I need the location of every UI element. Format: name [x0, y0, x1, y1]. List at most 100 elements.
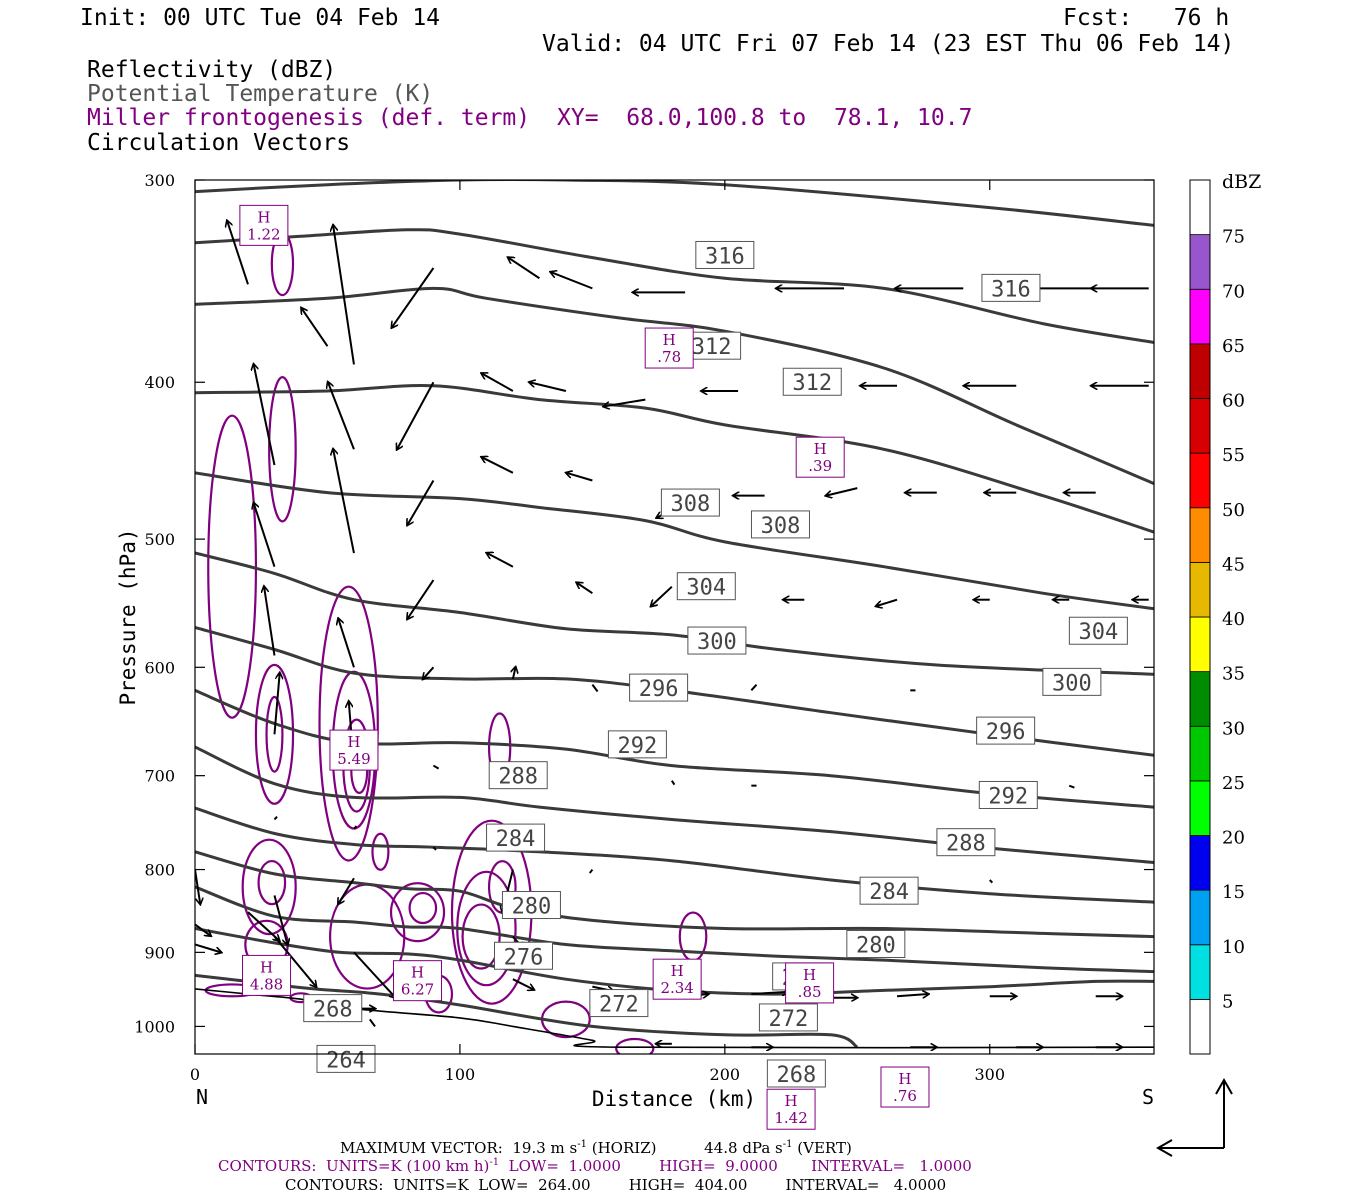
theta-label-box: [488, 761, 548, 790]
y-axis-title: Pressure (hPa): [116, 528, 140, 705]
colorbar-segment: [1189, 234, 1211, 290]
colorbar-label: 75: [1222, 227, 1245, 248]
frontogenesis-max-value: 5.49: [337, 750, 370, 768]
frontogenesis-max-value: .85: [798, 983, 822, 1001]
theta-label-box: [501, 891, 561, 920]
x-tick-label: 0: [190, 1065, 200, 1084]
circulation-vector: [328, 382, 355, 450]
frontogenesis-contour: [615, 1037, 655, 1054]
x-axis-title: Distance (km): [592, 1087, 756, 1111]
theta-label: 316: [991, 277, 1031, 302]
frontogenesis-max-box: [652, 958, 702, 1000]
theta-label: 264: [326, 1048, 366, 1073]
theta-contour-316: [195, 180, 1154, 227]
theta-label-box: [607, 730, 667, 759]
frontogenesis-contour: [318, 585, 379, 862]
theta-label: 296: [986, 720, 1026, 745]
theta-label: 292: [988, 784, 1028, 809]
circulation-vector: [333, 449, 355, 554]
frontogenesis-max-marker: H: [347, 733, 360, 751]
frontogenesis-max-marker: H: [814, 440, 827, 458]
colorbar-segment: [1189, 725, 1211, 782]
frontogenesis-max-marker: H: [257, 208, 270, 226]
theta-contour-304: [195, 384, 1154, 534]
legend-frontogenesis: Miller frontogenesis (def. term): [87, 105, 531, 131]
circulation-vector: [551, 272, 593, 290]
frontogenesis-max-value: 4.88: [250, 975, 283, 993]
theta-label: 284: [496, 827, 536, 852]
colorbar-segment: [1189, 889, 1211, 946]
circulation-vector: [353, 825, 358, 830]
circulation-vector: [432, 764, 440, 770]
theta-label-box: [316, 1044, 376, 1073]
y-tick-label: 800: [144, 861, 175, 880]
frontogenesis-max-value: 2.34: [660, 979, 693, 997]
frontogenesis-contour-info: CONTOURS: UNITS=K (100 km h)-1 LOW= 1.00…: [218, 1157, 972, 1175]
colorbar-label: 70: [1222, 281, 1245, 302]
colorbar-segment: [1189, 343, 1211, 399]
frontogenesis-max-marker: H: [898, 1070, 911, 1088]
y-tick-label: 400: [144, 373, 175, 392]
theta-label: 268: [313, 998, 353, 1023]
circulation-vector: [353, 951, 396, 997]
circulation-vector: [529, 382, 567, 392]
x-axis-left-end-label: N: [196, 1085, 208, 1109]
theta-label: 288: [498, 765, 538, 790]
circulation-vector: [273, 673, 279, 735]
theta-contour-308: [195, 286, 1154, 485]
frontogenesis-max-box: [795, 436, 845, 478]
theta-label-box: [629, 673, 689, 702]
theta-contour-300: [195, 471, 1154, 611]
circulation-vector: [227, 221, 249, 285]
circulation-vector: [264, 587, 276, 656]
circulation-vector: [195, 943, 221, 953]
frontogenesis-max-marker: H: [663, 331, 676, 349]
circulation-vector: [195, 869, 200, 904]
circulation-vector: [896, 994, 928, 996]
circulation-vector: [588, 868, 594, 874]
theta-label: 276: [504, 945, 544, 970]
theta-label-box: [660, 488, 720, 517]
colorbar-segment: [1189, 398, 1211, 454]
x-tick-label: 200: [710, 1065, 741, 1084]
colorbar-frame: [1189, 179, 1211, 1055]
theta-label: 300: [697, 630, 737, 655]
frontogenesis-max-marker: H: [803, 966, 816, 984]
colorbar-label: 5: [1222, 991, 1233, 1012]
theta-label: 312: [792, 371, 832, 396]
theta-label-box: [493, 941, 553, 970]
circulation-vector: [751, 992, 787, 994]
theta-label: 308: [761, 514, 801, 539]
theta-label: 304: [1078, 620, 1118, 645]
frontogenesis-max-marker: H: [785, 1092, 798, 1110]
colorbar-label: 15: [1222, 882, 1245, 903]
legend-circulation-vectors: Circulation Vectors: [87, 130, 351, 156]
circulation-vector: [512, 978, 534, 989]
y-tick-label: 600: [144, 658, 175, 677]
theta-label-box: [676, 572, 736, 601]
y-tick-label: 300: [144, 171, 175, 190]
theta-label-box: [1042, 667, 1102, 696]
y-tick-label: 1000: [134, 1017, 175, 1036]
circulation-vector: [651, 585, 673, 606]
colorbar-segment: [1189, 835, 1211, 891]
theta-label-box: [936, 828, 996, 857]
circulation-vector: [1068, 784, 1075, 789]
circulation-vector: [273, 895, 287, 944]
circulation-vector: [423, 666, 435, 679]
circulation-vector: [397, 381, 435, 449]
theta-label-box: [758, 1003, 818, 1032]
theta-label: 272: [769, 1007, 809, 1032]
theta-label-box: [303, 994, 363, 1023]
circulation-vector: [482, 373, 514, 392]
theta-label: 296: [639, 677, 679, 702]
frontogenesis-contour: [408, 891, 438, 925]
theta-label: 280: [856, 934, 896, 959]
theta-label: 284: [869, 880, 909, 905]
circulation-vector: [338, 877, 355, 904]
theta-label-box: [766, 1059, 826, 1088]
theta-label-box: [981, 273, 1041, 302]
circulation-vector: [750, 683, 758, 692]
frontogenesis-contour: [268, 376, 297, 523]
maximum-vector-note: MAXIMUM VECTOR: 19.3 m s-1 (HORIZ) 44.8 …: [340, 1139, 852, 1157]
